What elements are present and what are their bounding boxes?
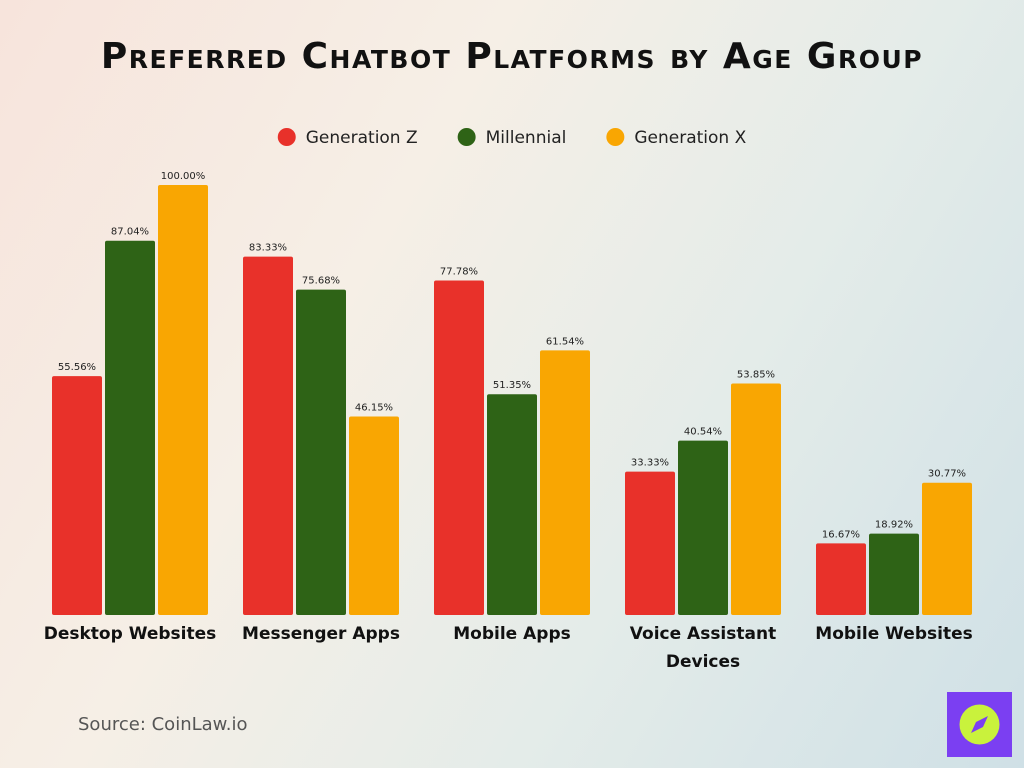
bar bbox=[349, 416, 399, 615]
value-label: 100.00% bbox=[161, 171, 206, 182]
x-tick-label: Messenger Apps bbox=[242, 624, 400, 644]
bar bbox=[922, 482, 972, 615]
legend-label: Millennial bbox=[486, 128, 567, 148]
value-label: 87.04% bbox=[111, 227, 149, 238]
legend-marker bbox=[457, 128, 476, 146]
x-tick-label: Mobile Websites bbox=[815, 624, 973, 644]
bar bbox=[678, 440, 728, 615]
value-label: 53.85% bbox=[737, 369, 775, 380]
x-tick-label: Voice Assistant Devices bbox=[629, 624, 777, 672]
value-label: 40.54% bbox=[684, 427, 722, 438]
bar bbox=[816, 543, 866, 615]
bar bbox=[869, 533, 919, 615]
bar bbox=[625, 471, 675, 615]
logo bbox=[947, 692, 1012, 757]
value-label: 55.56% bbox=[58, 362, 96, 373]
legend-marker bbox=[277, 128, 296, 146]
x-tick-label: Mobile Apps bbox=[453, 624, 571, 644]
value-label: 16.67% bbox=[822, 529, 860, 540]
value-label: 46.15% bbox=[355, 403, 393, 414]
bar bbox=[434, 280, 484, 615]
value-label: 83.33% bbox=[249, 243, 287, 254]
value-label: 77.78% bbox=[440, 267, 478, 278]
bar bbox=[243, 256, 293, 615]
legend-label: Generation X bbox=[634, 128, 746, 148]
legend-marker bbox=[606, 128, 625, 146]
value-label: 33.33% bbox=[631, 458, 669, 469]
bar bbox=[296, 289, 346, 615]
value-label: 61.54% bbox=[546, 336, 584, 347]
bar bbox=[52, 376, 102, 615]
legend-label: Generation Z bbox=[306, 128, 418, 148]
value-label: 75.68% bbox=[302, 276, 340, 287]
bar bbox=[487, 394, 537, 615]
value-label: 18.92% bbox=[875, 520, 913, 531]
bar bbox=[158, 185, 208, 615]
source: Source: CoinLaw.io bbox=[78, 714, 247, 735]
chart-title: Preferred Chatbot Platforms by Age Group bbox=[101, 36, 923, 77]
value-label: 51.35% bbox=[493, 380, 531, 391]
value-label: 30.77% bbox=[928, 469, 966, 480]
x-tick-label: Desktop Websites bbox=[43, 624, 217, 644]
bar bbox=[105, 240, 155, 615]
bar bbox=[731, 383, 781, 615]
bar bbox=[540, 350, 590, 615]
